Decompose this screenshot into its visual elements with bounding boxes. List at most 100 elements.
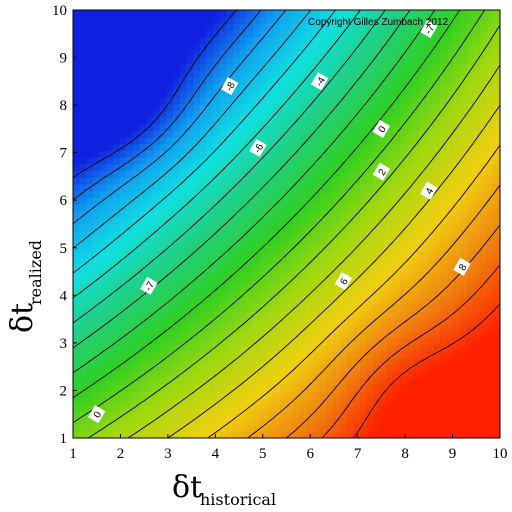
- heatmap-cell: [253, 210, 261, 218]
- heatmap-cell: [253, 197, 261, 205]
- heatmap-cell: [206, 411, 214, 419]
- heatmap-cell: [86, 284, 94, 292]
- heatmap-cell: [346, 431, 354, 438]
- heatmap-cell: [266, 117, 274, 125]
- heatmap-cell: [273, 210, 281, 218]
- heatmap-cell: [326, 377, 334, 386]
- heatmap-cell: [306, 244, 314, 252]
- heatmap-cell: [339, 364, 348, 372]
- heatmap-cell: [146, 230, 154, 238]
- heatmap-cell: [359, 377, 368, 386]
- heatmap-cell: [286, 190, 294, 198]
- heatmap-cell: [426, 391, 434, 399]
- heatmap-cell: [179, 417, 188, 426]
- heatmap-cell: [373, 10, 381, 18]
- heatmap-cell: [426, 63, 434, 71]
- heatmap-cell: [113, 16, 121, 24]
- heatmap-cell: [366, 70, 374, 78]
- heatmap-cell: [333, 337, 341, 345]
- contour-lines: [73, 10, 500, 438]
- heatmap-cell: [106, 96, 114, 105]
- heatmap-cell: [146, 103, 154, 111]
- heatmap-cell: [306, 43, 314, 51]
- contour-line: [73, 10, 312, 249]
- heatmap-cell: [113, 411, 121, 419]
- heatmap-cell: [159, 177, 167, 185]
- heatmap-cell: [313, 150, 321, 158]
- heatmap-cell: [173, 217, 181, 225]
- heatmap-cell: [433, 270, 441, 279]
- heatmap-cell: [459, 63, 468, 71]
- heatmap-cell: [293, 264, 301, 272]
- heatmap-cell: [393, 197, 401, 205]
- heatmap-cell: [179, 90, 188, 98]
- heatmap-cell: [173, 117, 181, 125]
- heatmap-cell: [413, 137, 421, 145]
- heatmap-cell: [199, 197, 208, 205]
- heatmap-cell: [426, 90, 434, 98]
- heatmap-cell: [279, 397, 288, 406]
- heatmap-cell: [453, 304, 461, 312]
- heatmap-cell: [413, 364, 421, 372]
- heatmap-cell: [353, 56, 361, 65]
- heatmap-cell: [359, 431, 368, 438]
- heatmap-cell: [359, 310, 368, 319]
- heatmap-cell: [426, 364, 434, 372]
- heatmap-cell: [426, 384, 434, 392]
- heatmap-cell: [399, 76, 408, 85]
- heatmap-cell: [133, 364, 141, 372]
- heatmap-cell: [253, 230, 261, 238]
- heatmap-cell: [213, 304, 221, 312]
- heatmap-cell: [433, 411, 441, 419]
- heatmap-cell: [99, 76, 107, 85]
- heatmap-cell: [159, 264, 167, 272]
- heatmap-cell: [479, 183, 488, 192]
- heatmap-cell: [93, 197, 101, 205]
- heatmap-cell: [459, 103, 468, 111]
- heatmap-cell: [333, 257, 341, 265]
- heatmap-cell: [433, 324, 441, 332]
- heatmap-cell: [73, 250, 81, 259]
- heatmap-cell: [333, 83, 341, 91]
- heatmap-cell: [319, 244, 328, 252]
- heatmap-cell: [386, 417, 394, 426]
- heatmap-cell: [253, 170, 261, 178]
- heatmap-cell: [419, 70, 428, 78]
- heatmap-cell: [459, 431, 468, 438]
- heatmap-cell: [226, 250, 234, 259]
- heatmap-cell: [406, 210, 414, 218]
- heatmap-cell: [219, 30, 228, 38]
- heatmap-cell: [379, 270, 388, 279]
- heatmap-cell: [99, 157, 107, 165]
- heatmap-cell: [353, 397, 361, 406]
- heatmap-cell: [199, 16, 208, 24]
- heatmap-cell: [233, 197, 241, 205]
- heatmap-cell: [299, 364, 308, 372]
- heatmap-cell: [133, 177, 141, 185]
- heatmap-cell: [406, 411, 414, 419]
- heatmap-cell: [199, 304, 208, 312]
- heatmap-cell: [373, 270, 381, 279]
- heatmap-cell: [393, 50, 401, 58]
- heatmap-cell: [466, 83, 474, 91]
- heatmap-cell: [213, 197, 221, 205]
- heatmap-cell: [299, 377, 308, 386]
- heatmap-cell: [386, 70, 394, 78]
- heatmap-cell: [126, 23, 134, 31]
- heatmap-cell: [126, 217, 134, 225]
- heatmap-cell: [113, 371, 121, 379]
- heatmap-cell: [179, 290, 188, 299]
- heatmap-cell: [159, 404, 167, 412]
- heatmap-cell: [486, 331, 494, 339]
- heatmap-cell: [373, 76, 381, 85]
- heatmap-cell: [159, 110, 167, 118]
- heatmap-cell: [446, 143, 454, 152]
- heatmap-cell: [366, 137, 374, 145]
- heatmap-cell: [173, 257, 181, 265]
- heatmap-cell: [239, 150, 248, 158]
- heatmap-cell: [459, 197, 468, 205]
- heatmap-cell: [273, 70, 281, 78]
- heatmap-cell: [146, 317, 154, 325]
- heatmap-cell: [473, 23, 481, 31]
- heatmap-cell: [413, 351, 421, 359]
